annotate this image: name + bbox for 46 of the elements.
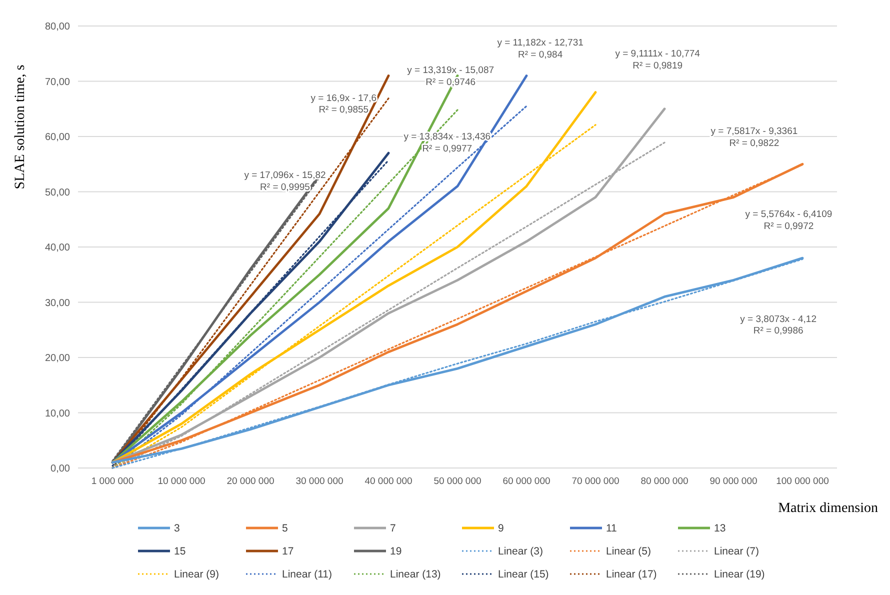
- y-axis-title: SLAE solution time, s: [13, 64, 28, 190]
- y-tick-label: 60,00: [44, 132, 70, 143]
- y-tick-label: 40,00: [44, 242, 70, 254]
- x-tick-label: 60 000 000: [502, 476, 550, 487]
- legend-label: Linear (7): [714, 546, 759, 558]
- x-tick-label: 70 000 000: [572, 476, 620, 487]
- x-tick-label: 40 000 000: [364, 476, 412, 487]
- x-tick-label: 1 000 000: [91, 476, 134, 487]
- annotation: y = 3,8073x - 4,12 R² = 0,9986: [740, 314, 817, 337]
- y-tick-label: 80,00: [44, 22, 70, 32]
- x-tick-label: 100 000 000: [776, 476, 829, 487]
- x-axis-title: Matrix dimension: [778, 501, 878, 516]
- y-tick-label: 10,00: [44, 408, 70, 420]
- x-tick-label: 10 000 000: [158, 476, 206, 487]
- y-tick-label: 70,00: [44, 76, 70, 88]
- legend-label: 15: [174, 546, 186, 558]
- legend-label: Linear (3): [498, 546, 543, 558]
- legend-label: Linear (9): [174, 568, 219, 581]
- legend-label: 9: [498, 522, 504, 535]
- x-tick-label: 30 000 000: [296, 476, 344, 487]
- legend-label: 7: [390, 522, 396, 535]
- annotation: y = 9,1111x - 10,774 R² = 0,9819: [615, 48, 700, 72]
- legend-label: 3: [174, 522, 180, 535]
- legend-label: 19: [390, 546, 402, 558]
- legend-label: 13: [714, 522, 726, 535]
- x-tick-label: 80 000 000: [640, 476, 688, 487]
- legend-label: Linear (11): [282, 568, 332, 581]
- legend-label: 17: [282, 546, 294, 558]
- legend-label: 5: [282, 522, 288, 535]
- legend-label: 11: [606, 522, 618, 535]
- y-tick-label: 0,00: [50, 464, 70, 474]
- annotation: y = 5,5764x - 6,4109 R² = 0,9972: [745, 208, 832, 232]
- x-tick-label: 20 000 000: [226, 476, 274, 487]
- legend-label: Linear (17): [606, 568, 657, 581]
- legend-label: Linear (13): [390, 568, 441, 581]
- y-tick-label: 30,00: [44, 298, 70, 309]
- x-tick-label: 90 000 000: [710, 476, 758, 487]
- legend-label: Linear (15): [498, 568, 549, 581]
- y-tick-label: 20,00: [44, 353, 70, 364]
- legend-label: Linear (5): [606, 546, 651, 558]
- annotation: y = 16,9x - 17,6 R² = 0,9855: [310, 92, 377, 116]
- annotation: y = 11,182x - 12,731 R² = 0,984: [497, 38, 584, 60]
- y-tick-label: 50,00: [44, 187, 70, 198]
- x-tick-label: 50 000 000: [434, 476, 482, 487]
- annotation: y = 7,5817x - 9,3361 R² = 0,9822: [710, 126, 798, 149]
- legend-label: Linear (19): [714, 568, 765, 581]
